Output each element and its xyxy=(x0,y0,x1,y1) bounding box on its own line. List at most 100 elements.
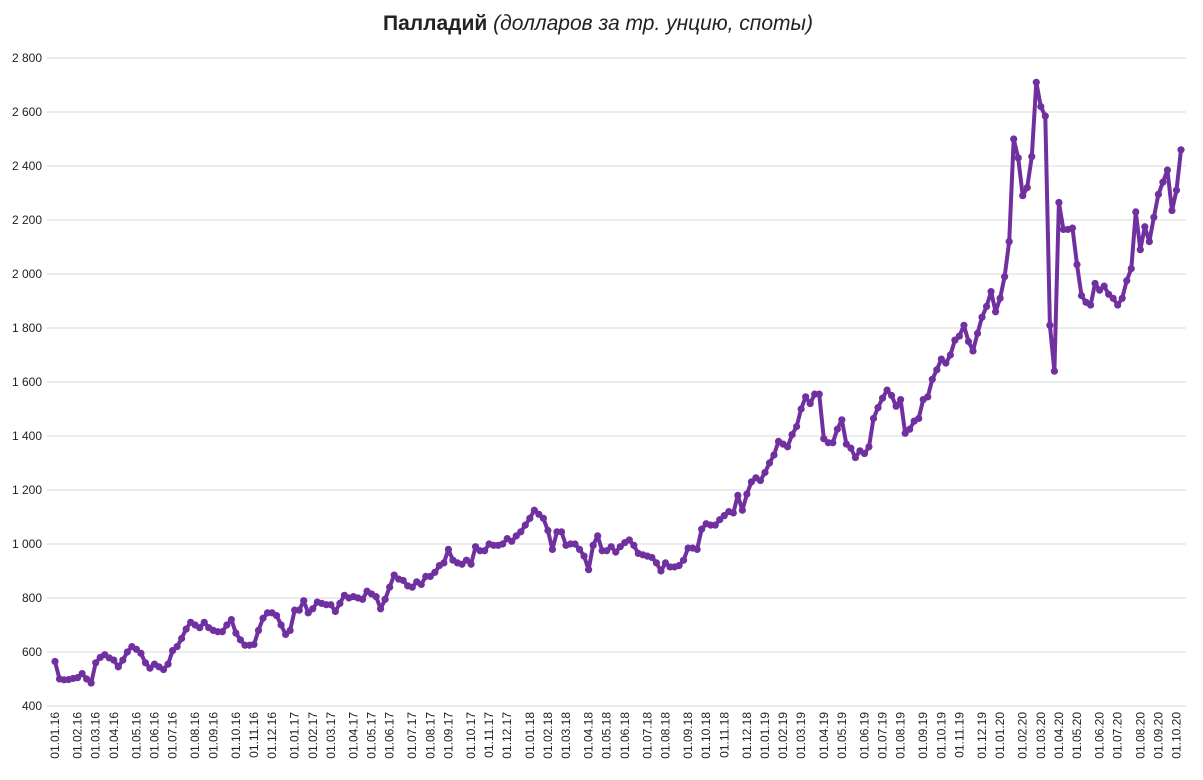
marker xyxy=(589,541,597,549)
marker xyxy=(1127,265,1135,273)
marker xyxy=(526,514,534,522)
marker xyxy=(991,308,1000,316)
x-tick-label: 01.07.20 xyxy=(1111,712,1125,759)
x-tick-label: 01.11.17 xyxy=(482,712,496,758)
x-tick-label: 01.01.19 xyxy=(758,712,772,759)
marker xyxy=(309,605,317,613)
y-tick-label: 1 000 xyxy=(12,537,42,551)
marker xyxy=(693,545,701,554)
marker xyxy=(1037,103,1045,111)
marker xyxy=(223,621,231,629)
marker xyxy=(869,414,878,423)
x-tick-label: 01.01.17 xyxy=(288,712,302,759)
marker xyxy=(878,394,887,402)
x-tick-label: 01.06.20 xyxy=(1093,712,1107,759)
marker xyxy=(277,621,285,629)
marker xyxy=(679,556,688,564)
y-tick-label: 600 xyxy=(22,645,42,659)
marker xyxy=(1005,238,1013,246)
x-tick-label: 01.09.20 xyxy=(1151,712,1165,759)
marker xyxy=(123,648,131,656)
marker xyxy=(250,640,258,649)
marker xyxy=(141,659,150,667)
marker xyxy=(336,599,344,608)
x-tick-label: 01.04.16 xyxy=(107,712,121,759)
chart-title-group: Палладий (долларов за тр. унцию, споты) xyxy=(383,12,813,35)
x-tick-label: 01.01.20 xyxy=(993,712,1007,759)
marker xyxy=(847,444,855,452)
x-tick-label: 01.09.17 xyxy=(441,712,455,759)
marker xyxy=(783,443,792,451)
chart-subtitle: (долларов за тр. унцию, споты) xyxy=(493,12,813,35)
x-tick-label: 01.07.19 xyxy=(876,712,890,759)
marker xyxy=(734,491,742,499)
marker xyxy=(1177,146,1185,154)
marker xyxy=(499,540,507,548)
x-tick-label: 01.09.16 xyxy=(206,712,220,759)
marker xyxy=(969,347,977,355)
y-tick-label: 1 200 xyxy=(12,483,42,497)
x-tick-label: 01.05.20 xyxy=(1070,712,1084,759)
x-tick-label: 01.09.18 xyxy=(681,712,695,759)
marker xyxy=(1077,292,1086,300)
marker xyxy=(272,611,281,620)
x-tick-label: 01.02.17 xyxy=(306,712,320,759)
marker xyxy=(883,386,891,394)
marker xyxy=(440,559,448,567)
marker xyxy=(933,366,941,374)
marker xyxy=(1014,154,1022,162)
x-tick-label: 01.12.16 xyxy=(265,712,279,759)
marker xyxy=(928,375,936,383)
marker xyxy=(521,521,529,529)
marker xyxy=(860,449,869,458)
marker xyxy=(1046,321,1054,329)
x-tick-label: 01.11.18 xyxy=(717,712,731,758)
marker xyxy=(761,468,769,477)
x-tick-label: 01.02.18 xyxy=(541,712,555,759)
marker xyxy=(987,287,995,296)
marker xyxy=(1141,223,1149,231)
y-tick-label: 2 200 xyxy=(12,213,42,227)
marker xyxy=(51,657,59,666)
marker xyxy=(232,629,240,637)
marker xyxy=(793,422,801,431)
marker xyxy=(110,656,118,664)
marker xyxy=(331,607,339,616)
marker xyxy=(982,302,991,310)
marker xyxy=(300,597,308,605)
x-tick-label: 01.09.19 xyxy=(916,712,930,759)
marker xyxy=(480,547,489,555)
marker xyxy=(408,583,416,591)
marker xyxy=(1091,279,1099,288)
marker xyxy=(1114,301,1122,309)
marker xyxy=(711,521,719,529)
x-tick-label: 01.11.16 xyxy=(247,712,261,758)
marker xyxy=(833,425,841,433)
marker xyxy=(815,390,823,398)
marker xyxy=(159,665,168,674)
marker xyxy=(802,393,810,401)
marker xyxy=(1159,178,1167,186)
marker xyxy=(1019,192,1027,200)
marker xyxy=(386,583,394,591)
x-tick-label: 01.05.17 xyxy=(365,712,379,759)
x-tick-label: 01.01.16 xyxy=(48,712,62,759)
marker xyxy=(1150,213,1158,221)
marker xyxy=(829,439,837,447)
marker xyxy=(1145,238,1153,246)
marker xyxy=(119,656,127,664)
x-tick-label: 01.02.16 xyxy=(71,712,85,759)
y-tick-label: 2 000 xyxy=(12,267,42,281)
marker xyxy=(648,553,656,562)
marker xyxy=(1041,112,1049,120)
marker xyxy=(259,614,267,622)
marker xyxy=(327,601,335,609)
marker xyxy=(544,526,552,535)
marker xyxy=(838,416,846,424)
x-tick-label: 01.12.17 xyxy=(500,712,514,759)
x-tick-label: 01.03.19 xyxy=(794,712,808,759)
x-tick-label: 01.12.18 xyxy=(740,712,754,759)
x-tick-label: 01.07.16 xyxy=(166,712,180,759)
